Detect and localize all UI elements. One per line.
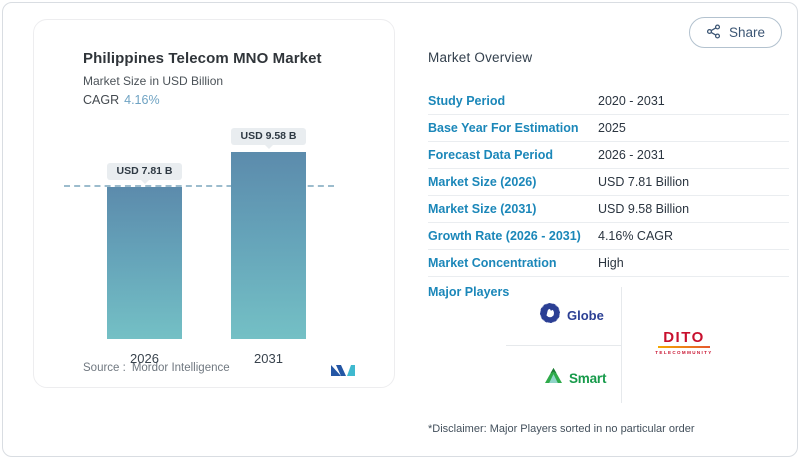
table-row: Market Concentration High (428, 250, 789, 277)
player-name: Globe (567, 308, 604, 323)
row-label: Market Size (2031) (428, 202, 537, 216)
major-players-section: Major Players Globe (428, 285, 789, 406)
player-smart: Smart (544, 367, 606, 389)
source-brand: Mordor Intelligence (131, 362, 230, 374)
row-value: 4.16% CAGR (598, 229, 674, 243)
table-row: Forecast Data Period 2026 - 2031 (428, 142, 789, 169)
row-value: USD 7.81 Billion (598, 175, 690, 189)
reference-line (64, 185, 334, 187)
bar-value-label-2026: USD 7.81 B (107, 163, 182, 180)
row-value: 2026 - 2031 (598, 148, 665, 162)
major-players-label: Major Players (428, 285, 510, 299)
row-label: Study Period (428, 94, 506, 108)
table-row: Study Period 2020 - 2031 (428, 88, 789, 115)
bar-2026 (107, 187, 182, 339)
source-label: Source : (83, 362, 126, 374)
source-row: Source : Mordor Intelligence (83, 362, 364, 380)
row-label: Market Concentration (428, 256, 557, 270)
player-subtitle: TELECOMMUNITY (655, 350, 713, 355)
chart-subtitle: Market Size in USD Billion (83, 74, 224, 88)
cagr-value: 4.16% (124, 93, 160, 107)
market-overview-panel: Market Overview Study Period 2020 - 2031… (428, 50, 789, 435)
mordor-intelligence-logo-icon (330, 363, 356, 381)
share-nodes-icon (706, 23, 721, 42)
row-value: 2020 - 2031 (598, 94, 665, 108)
table-row: Market Size (2026) USD 7.81 Billion (428, 169, 789, 196)
dito-logo-rule (658, 346, 710, 348)
players-horizontal-divider (506, 345, 621, 346)
major-players-grid: Globe Smart DITO (506, 285, 789, 406)
bar-group-2031: USD 9.58 B 2031 (231, 128, 306, 366)
smart-logo-icon (544, 367, 563, 389)
overview-heading: Market Overview (428, 50, 533, 65)
x-tick-2026: 2026 (130, 351, 159, 366)
chart-title: Philippines Telecom MNO Market (83, 50, 322, 67)
row-label: Market Size (2026) (428, 175, 537, 189)
chart-header: Philippines Telecom MNO Market Market Si… (34, 20, 394, 107)
share-button[interactable]: Share (688, 17, 782, 48)
globe-logo-icon (539, 302, 561, 329)
x-tick-2031: 2031 (254, 351, 283, 366)
cagr-label: CAGR (83, 93, 120, 107)
player-globe: Globe (539, 302, 604, 329)
row-label: Base Year For Estimation (428, 121, 579, 135)
row-value: 2025 (598, 121, 626, 135)
row-label: Growth Rate (2026 - 2031) (428, 229, 581, 243)
bar-chart: USD 7.81 B 2026 USD 9.58 B 2031 (64, 127, 352, 366)
players-vertical-divider (621, 287, 622, 403)
table-row: Base Year For Estimation 2025 (428, 115, 789, 142)
bar-2031 (231, 152, 306, 339)
row-value: High (598, 256, 624, 270)
player-name: Smart (569, 370, 607, 386)
chart-card: Philippines Telecom MNO Market Market Si… (33, 19, 395, 388)
table-row: Growth Rate (2026 - 2031) 4.16% CAGR (428, 223, 789, 250)
row-value: USD 9.58 Billion (598, 202, 690, 216)
bar-value-label-2031: USD 9.58 B (231, 128, 306, 145)
player-name: DITO (663, 329, 705, 346)
bar-group-2026: USD 7.81 B 2026 (107, 163, 182, 366)
table-row: Market Size (2031) USD 9.58 Billion (428, 196, 789, 223)
cagr-line: CAGR 4.16% (83, 93, 354, 107)
share-button-label: Share (728, 25, 765, 40)
row-label: Forecast Data Period (428, 148, 554, 162)
overview-table: Study Period 2020 - 2031 Base Year For E… (428, 88, 789, 277)
players-disclaimer: *Disclaimer: Major Players sorted in no … (428, 423, 695, 435)
player-dito: DITO TELECOMMUNITY (639, 330, 729, 355)
